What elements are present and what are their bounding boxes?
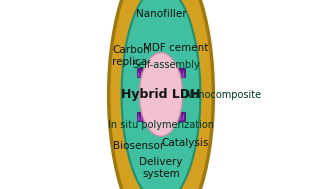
Ellipse shape [122, 0, 200, 189]
Polygon shape [146, 112, 148, 121]
Text: MDF cement: MDF cement [143, 43, 209, 53]
Polygon shape [151, 68, 154, 77]
Polygon shape [168, 68, 171, 77]
Polygon shape [168, 112, 171, 121]
Text: In situ polymerization: In situ polymerization [108, 120, 214, 130]
Text: Carbon
replica: Carbon replica [112, 45, 150, 67]
Text: Hybrid LDH: Hybrid LDH [121, 88, 201, 101]
Polygon shape [143, 112, 146, 121]
Text: Catalysis: Catalysis [161, 138, 209, 148]
Polygon shape [137, 112, 140, 121]
Polygon shape [157, 112, 160, 121]
Polygon shape [137, 68, 140, 77]
Polygon shape [165, 68, 168, 77]
Polygon shape [140, 112, 143, 121]
Polygon shape [151, 112, 154, 121]
Polygon shape [143, 68, 146, 77]
Polygon shape [154, 68, 157, 77]
Polygon shape [176, 68, 179, 77]
Text: Nanofiller: Nanofiller [136, 9, 186, 19]
Polygon shape [174, 68, 176, 77]
Polygon shape [176, 112, 179, 121]
Polygon shape [182, 112, 185, 121]
Polygon shape [174, 112, 176, 121]
Polygon shape [179, 68, 182, 77]
Polygon shape [179, 112, 182, 121]
Text: Self-assembly: Self-assembly [132, 60, 200, 70]
Bar [137, 68, 185, 77]
Polygon shape [165, 112, 168, 121]
Ellipse shape [139, 53, 183, 136]
Polygon shape [171, 68, 174, 77]
Bar [137, 112, 185, 121]
Polygon shape [154, 112, 157, 121]
Polygon shape [146, 68, 148, 77]
Polygon shape [157, 68, 160, 77]
Polygon shape [148, 112, 151, 121]
Ellipse shape [109, 0, 213, 189]
Text: Delivery
system: Delivery system [139, 157, 183, 179]
Polygon shape [162, 68, 165, 77]
Polygon shape [160, 112, 162, 121]
Polygon shape [171, 112, 174, 121]
Text: Nanocomposite: Nanocomposite [185, 90, 261, 99]
Polygon shape [148, 68, 151, 77]
Polygon shape [162, 112, 165, 121]
Polygon shape [182, 68, 185, 77]
Text: Biosensor: Biosensor [113, 141, 165, 151]
Polygon shape [160, 68, 162, 77]
Polygon shape [140, 68, 143, 77]
